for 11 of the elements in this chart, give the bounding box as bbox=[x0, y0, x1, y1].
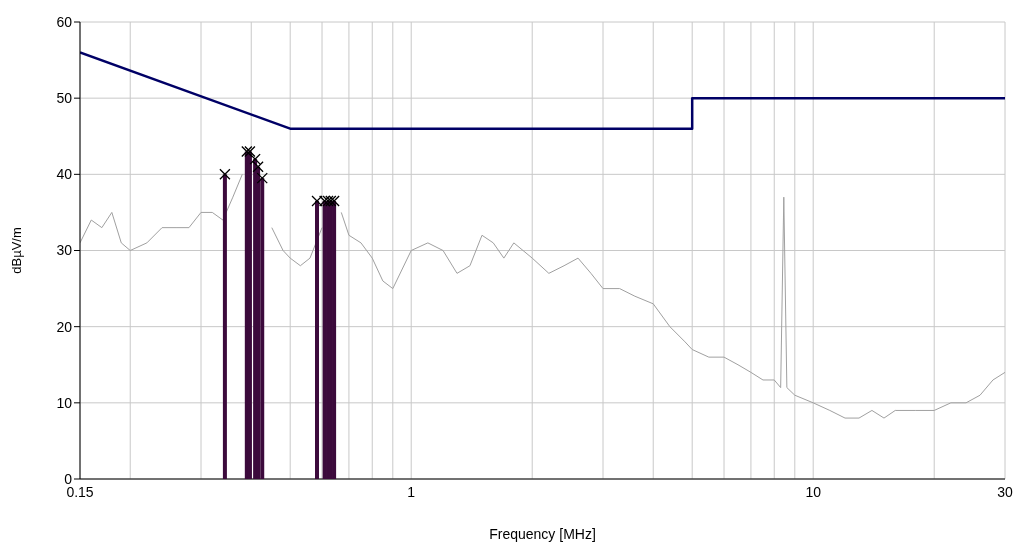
y-tick-label: 20 bbox=[56, 318, 73, 335]
y-tick-label: 60 bbox=[56, 13, 73, 30]
y-axis-title: dBµV/m bbox=[8, 227, 24, 274]
y-tick-label: 40 bbox=[56, 166, 73, 183]
x-tick-label: 1 bbox=[407, 483, 416, 500]
y-tick-label: 30 bbox=[56, 242, 73, 259]
x-tick-label: 30 bbox=[997, 483, 1013, 500]
y-tick-label: 10 bbox=[56, 394, 73, 411]
x-axis-title: Frequency [MHz] bbox=[489, 526, 596, 542]
x-tick-label: 10 bbox=[805, 483, 822, 500]
y-tick-label: 50 bbox=[56, 90, 73, 107]
